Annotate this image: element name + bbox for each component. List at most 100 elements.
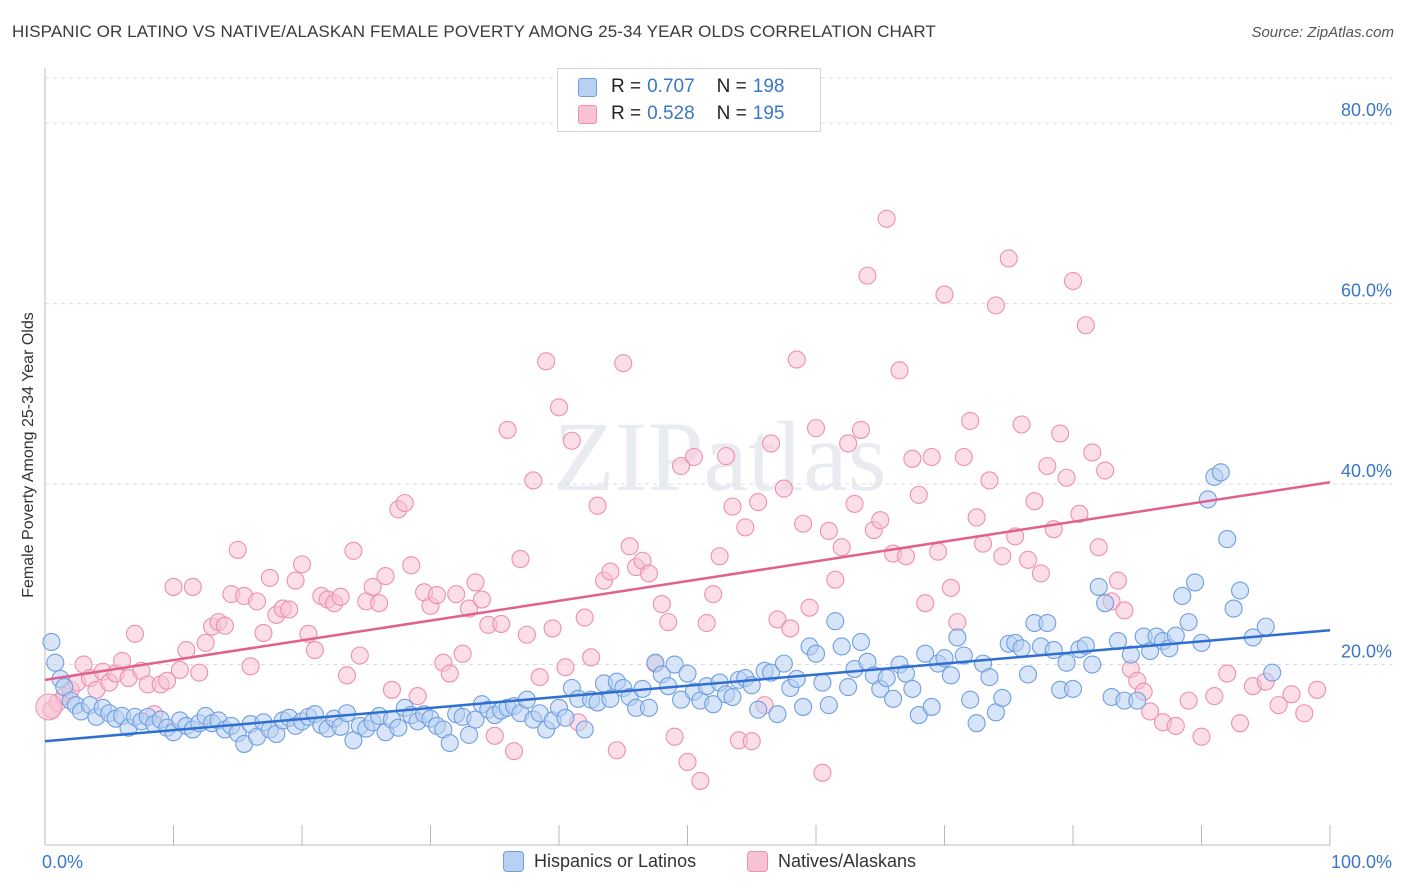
legend-item-hispanics[interactable]: Hispanics or Latinos xyxy=(503,851,696,872)
hispanics-point xyxy=(1038,613,1057,633)
natives-point xyxy=(697,613,716,633)
hispanics-point xyxy=(1224,599,1243,618)
hispanics-point xyxy=(839,678,858,697)
y-tick-label: 80.0% xyxy=(1341,100,1392,120)
stats-row-natives: R = 0.528 N = 195 xyxy=(578,100,784,128)
stats-legend: R = 0.707 N = 198 R = 0.528 N = 195 xyxy=(557,68,821,132)
y-tick-label: 40.0% xyxy=(1341,461,1392,481)
natives-point xyxy=(999,249,1018,268)
natives-point xyxy=(794,514,813,533)
natives-point xyxy=(562,431,581,450)
natives-point xyxy=(652,595,671,614)
hispanics-swatch xyxy=(578,77,597,97)
natives-point xyxy=(543,619,562,638)
hispanics-point xyxy=(1057,653,1076,672)
hispanics-point xyxy=(851,632,871,652)
natives-point xyxy=(672,456,691,476)
natives-point xyxy=(935,285,954,304)
natives-point xyxy=(909,485,928,504)
hispanics-point xyxy=(1186,573,1205,592)
legend-label: Hispanics or Latinos xyxy=(534,851,697,871)
natives-point xyxy=(620,537,639,556)
natives-swatch xyxy=(578,104,597,124)
legend-label: Natives/Alaskans xyxy=(778,851,917,871)
natives-point xyxy=(1031,564,1050,583)
natives-point xyxy=(922,447,941,467)
hispanics-point xyxy=(639,698,659,717)
hispanics-point xyxy=(1263,663,1282,682)
natives-point xyxy=(659,613,678,632)
natives-point xyxy=(1141,702,1160,721)
hispanics-trend-line xyxy=(44,628,1331,743)
natives-point xyxy=(832,538,851,557)
natives-point xyxy=(453,644,472,663)
n-label: N = xyxy=(716,76,747,97)
natives-point xyxy=(1231,714,1250,733)
natives-point xyxy=(768,610,787,629)
hispanics-point xyxy=(961,690,980,709)
hispanics-point xyxy=(941,666,960,685)
natives-point xyxy=(350,646,369,665)
hispanics-point xyxy=(896,664,916,683)
natives-point xyxy=(1205,687,1224,706)
natives-point xyxy=(1012,415,1031,434)
legend-item-natives[interactable]: Natives/Alaskans xyxy=(747,851,916,872)
natives-point xyxy=(1025,492,1044,511)
y-tick-label: 20.0% xyxy=(1341,642,1392,662)
natives-point xyxy=(447,585,466,604)
natives-point xyxy=(1018,550,1038,569)
natives-point xyxy=(1089,538,1108,557)
natives-point xyxy=(382,680,402,699)
hispanics-point xyxy=(768,705,787,724)
natives-point xyxy=(292,555,312,574)
stats-row-hispanics: R = 0.707 N = 198 xyxy=(578,73,784,101)
natives-point xyxy=(723,497,742,516)
natives-point xyxy=(980,471,999,490)
natives-point xyxy=(839,434,858,453)
natives-point xyxy=(607,741,626,760)
natives-point xyxy=(614,354,633,373)
natives-point xyxy=(511,549,530,569)
natives-point xyxy=(1218,664,1237,683)
natives-point xyxy=(858,266,877,285)
natives-point xyxy=(466,573,485,592)
natives-point xyxy=(363,577,382,596)
natives-point xyxy=(1179,691,1198,710)
natives-point xyxy=(472,590,491,609)
hispanics-point xyxy=(922,697,941,716)
hispanics-point xyxy=(832,637,851,656)
natives-point xyxy=(684,447,703,467)
y-tick-label: 60.0% xyxy=(1341,281,1392,301)
hispanics-point xyxy=(819,696,838,715)
natives-point xyxy=(813,763,832,782)
natives-point xyxy=(967,508,986,527)
hispanics-point xyxy=(980,668,999,687)
series-natives-points xyxy=(35,209,1327,790)
hispanics-point xyxy=(794,697,813,716)
natives-point xyxy=(1096,461,1115,480)
natives-point xyxy=(196,633,215,652)
natives-point xyxy=(774,479,793,498)
hispanics-point xyxy=(1121,645,1140,664)
natives-point xyxy=(582,648,601,667)
hispanics-point xyxy=(877,669,896,688)
hispanics-point xyxy=(1012,639,1031,658)
hispanics-point xyxy=(678,664,697,683)
r-label: R = xyxy=(611,103,642,124)
natives-point xyxy=(639,564,659,583)
hispanics-point xyxy=(1218,530,1237,549)
natives-point xyxy=(716,447,736,466)
natives-point xyxy=(601,562,620,581)
x-tick-max: 100.0% xyxy=(1330,852,1392,872)
natives-point xyxy=(986,296,1005,315)
natives-point xyxy=(305,641,324,660)
natives-point xyxy=(800,598,819,617)
hispanics-point xyxy=(787,669,806,689)
natives-point xyxy=(710,547,729,566)
series-hispanics-points xyxy=(42,463,1282,753)
natives-point xyxy=(1166,716,1185,735)
chart-title: HISPANIC OR LATINO VS NATIVE/ALASKAN FEM… xyxy=(12,22,936,41)
hispanics-point xyxy=(1166,626,1185,645)
natives-point xyxy=(1295,704,1314,723)
